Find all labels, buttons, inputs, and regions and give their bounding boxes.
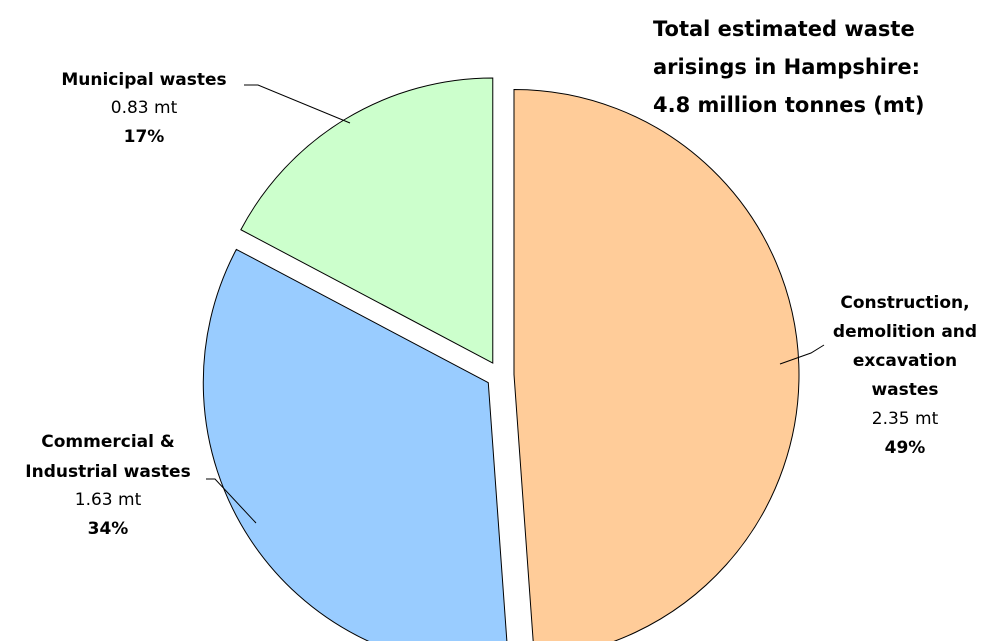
slice-name-construction-line-2: demolition and — [833, 322, 977, 342]
leader-line-municipal — [244, 84, 351, 124]
pie-slice-commercial — [202, 248, 508, 641]
slice-label-construction: Construction, demolition and excavation … — [833, 293, 977, 458]
leader-lines — [206, 84, 825, 524]
slice-label-municipal: Municipal wastes 0.83 mt 17% — [61, 70, 226, 147]
slice-name-commercial-line-2: Industrial wastes — [25, 462, 190, 482]
slice-name-municipal-line-1: Municipal wastes — [61, 70, 226, 90]
slice-percent-commercial: 34% — [88, 519, 129, 539]
slice-percent-municipal: 17% — [124, 127, 165, 147]
slice-percent-construction: 49% — [885, 438, 926, 458]
pie-slices — [202, 77, 800, 641]
chart-title: Total estimated waste arisings in Hampsh… — [653, 17, 927, 117]
chart-title-line-3: 4.8 million tonnes (mt) — [653, 93, 924, 117]
leader-line-commercial — [206, 478, 257, 524]
pie-slice-construction — [513, 88, 800, 641]
slice-name-construction-line-1: Construction, — [840, 293, 969, 313]
slice-name-commercial-line-1: Commercial & — [41, 432, 175, 452]
pie-slice-municipal — [240, 77, 494, 364]
slice-name-construction-line-3: excavation — [853, 351, 957, 371]
slice-value-construction: 2.35 mt — [872, 409, 939, 429]
leader-line-construction — [779, 344, 825, 365]
chart-title-line-2: arisings in Hampshire: — [653, 55, 920, 79]
slice-value-municipal: 0.83 mt — [111, 98, 178, 118]
slice-value-commercial: 1.63 mt — [75, 490, 142, 510]
chart-title-line-1: Total estimated waste — [653, 17, 915, 41]
slice-label-commercial: Commercial & Industrial wastes 1.63 mt 3… — [25, 432, 190, 539]
slice-name-construction-line-4: wastes — [871, 380, 938, 400]
